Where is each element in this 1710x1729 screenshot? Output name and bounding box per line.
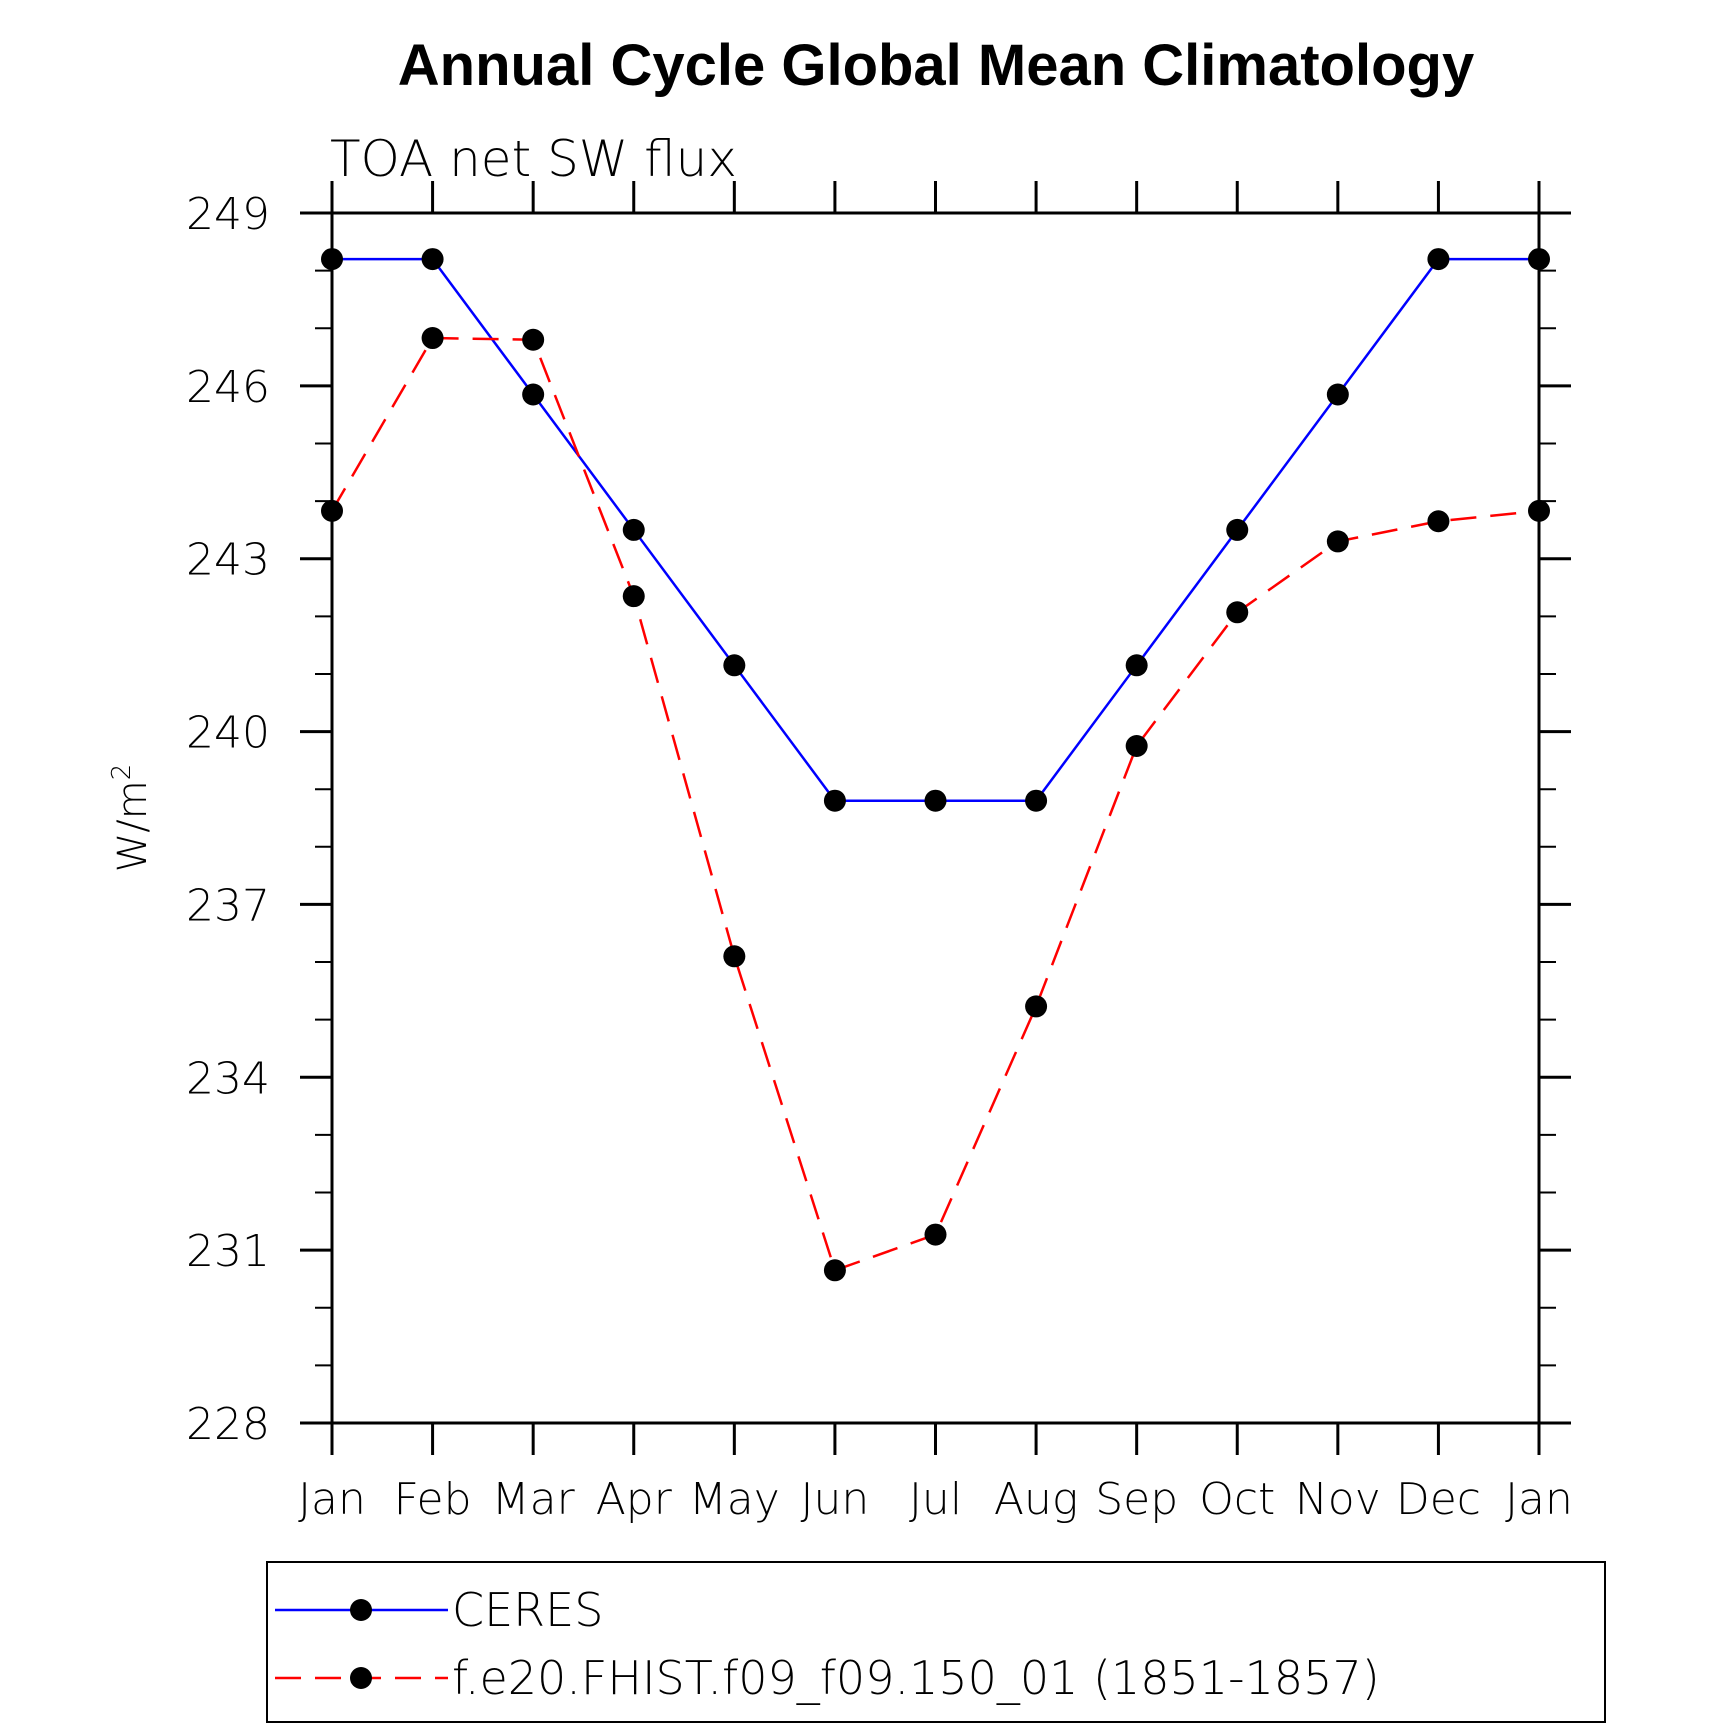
data-point — [823, 789, 846, 812]
y-tick-label: 246 — [186, 362, 270, 413]
y-axis-label-text: W/m — [110, 780, 156, 872]
data-point — [723, 945, 746, 968]
data-point — [1427, 510, 1450, 533]
x-tick-label: Nov — [1295, 1474, 1381, 1525]
data-point — [823, 1259, 846, 1282]
axis-ticks — [300, 181, 1571, 1455]
data-point — [1226, 518, 1249, 541]
y-tick-label: 240 — [186, 708, 270, 759]
legend-marker — [350, 1667, 372, 1689]
y-tick-label: 234 — [186, 1053, 270, 1104]
data-point — [421, 327, 444, 350]
x-tick-label: May — [689, 1474, 780, 1525]
y-axis-label: W/m2 — [107, 764, 156, 873]
data-point — [522, 328, 545, 351]
plot-frame — [330, 211, 1541, 1425]
svg-text:W/m2: W/m2 — [107, 764, 156, 873]
data-point — [1427, 248, 1450, 271]
y-tick-label: 249 — [186, 189, 270, 240]
y-tick-label: 237 — [186, 880, 270, 931]
x-tick-label: Feb — [394, 1474, 472, 1525]
data-point — [1226, 601, 1249, 624]
data-point — [1326, 530, 1349, 553]
legend: CERES f.e20.FHIST.f09_f09.150_01 (1851-18… — [266, 1561, 1606, 1723]
data-point — [421, 248, 444, 271]
y-tick-label: 243 — [186, 535, 270, 586]
x-tick-label: Dec — [1396, 1474, 1481, 1525]
x-tick-label: Sep — [1095, 1474, 1178, 1525]
x-tick-label: Apr — [596, 1474, 673, 1525]
y-axis-label-superscript: 2 — [107, 764, 137, 781]
x-tick-label: Jun — [801, 1474, 870, 1525]
data-point — [723, 654, 746, 677]
series-points — [321, 248, 1550, 1282]
chart-subtitle: TOA net SW flux — [330, 130, 737, 188]
data-point — [924, 789, 947, 812]
series-lines — [330, 257, 1540, 1272]
y-tick-label: 228 — [186, 1399, 270, 1450]
y-tick-label: 231 — [186, 1226, 270, 1277]
chart-title: Annual Cycle Global Mean Climatology — [398, 33, 1474, 98]
x-tick-label: Aug — [994, 1474, 1078, 1525]
data-point — [522, 383, 545, 406]
data-point — [1025, 789, 1048, 812]
x-tick-label: Jan — [298, 1474, 366, 1525]
data-point — [924, 1223, 947, 1246]
data-point — [622, 585, 645, 608]
x-tick-label: Oct — [1199, 1474, 1275, 1525]
legend-label: CERES — [452, 1583, 603, 1637]
x-tick-label: Mar — [492, 1474, 576, 1525]
data-point — [1025, 995, 1048, 1018]
legend-label: f.e20.FHIST.f09_f09.150_01 (1851-1857) — [452, 1651, 1380, 1705]
x-tick-label: Jan — [1505, 1474, 1573, 1525]
data-point — [1125, 734, 1148, 757]
data-point — [1125, 654, 1148, 677]
data-point — [1326, 383, 1349, 406]
legend-marker — [350, 1599, 372, 1621]
tick-labels: 228 231 234 237 240 243 246 249 Jan Feb Mar Apr May J… — [186, 189, 1573, 1525]
data-point — [622, 518, 645, 541]
legend-box — [266, 1561, 1606, 1723]
x-tick-label: Jul — [909, 1474, 962, 1525]
